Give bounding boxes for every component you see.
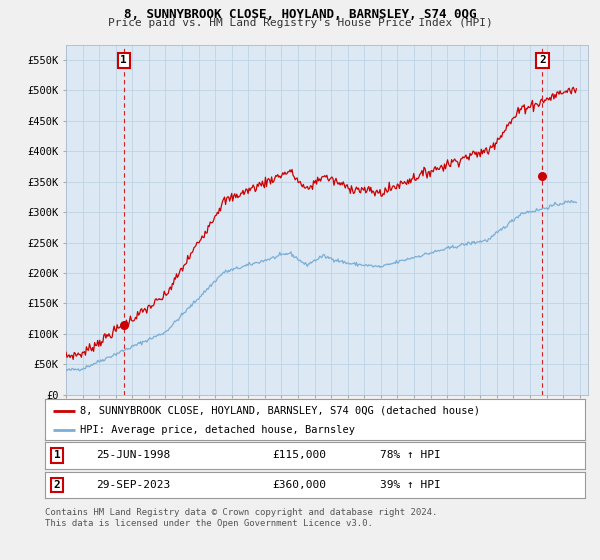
Text: HPI: Average price, detached house, Barnsley: HPI: Average price, detached house, Barn… <box>80 425 355 435</box>
Text: 78% ↑ HPI: 78% ↑ HPI <box>380 450 440 460</box>
Text: Price paid vs. HM Land Registry's House Price Index (HPI): Price paid vs. HM Land Registry's House … <box>107 18 493 29</box>
Text: 1: 1 <box>121 55 127 66</box>
Text: Contains HM Land Registry data © Crown copyright and database right 2024.
This d: Contains HM Land Registry data © Crown c… <box>45 508 437 528</box>
Text: 1: 1 <box>53 450 60 460</box>
Text: 8, SUNNYBROOK CLOSE, HOYLAND, BARNSLEY, S74 0QG: 8, SUNNYBROOK CLOSE, HOYLAND, BARNSLEY, … <box>124 8 476 21</box>
Text: 29-SEP-2023: 29-SEP-2023 <box>96 480 170 490</box>
Text: 25-JUN-1998: 25-JUN-1998 <box>96 450 170 460</box>
Text: £115,000: £115,000 <box>272 450 326 460</box>
Text: £360,000: £360,000 <box>272 480 326 490</box>
Text: 8, SUNNYBROOK CLOSE, HOYLAND, BARNSLEY, S74 0QG (detached house): 8, SUNNYBROOK CLOSE, HOYLAND, BARNSLEY, … <box>80 405 480 416</box>
Text: 39% ↑ HPI: 39% ↑ HPI <box>380 480 440 490</box>
Text: 2: 2 <box>539 55 546 66</box>
Text: 2: 2 <box>53 480 60 490</box>
